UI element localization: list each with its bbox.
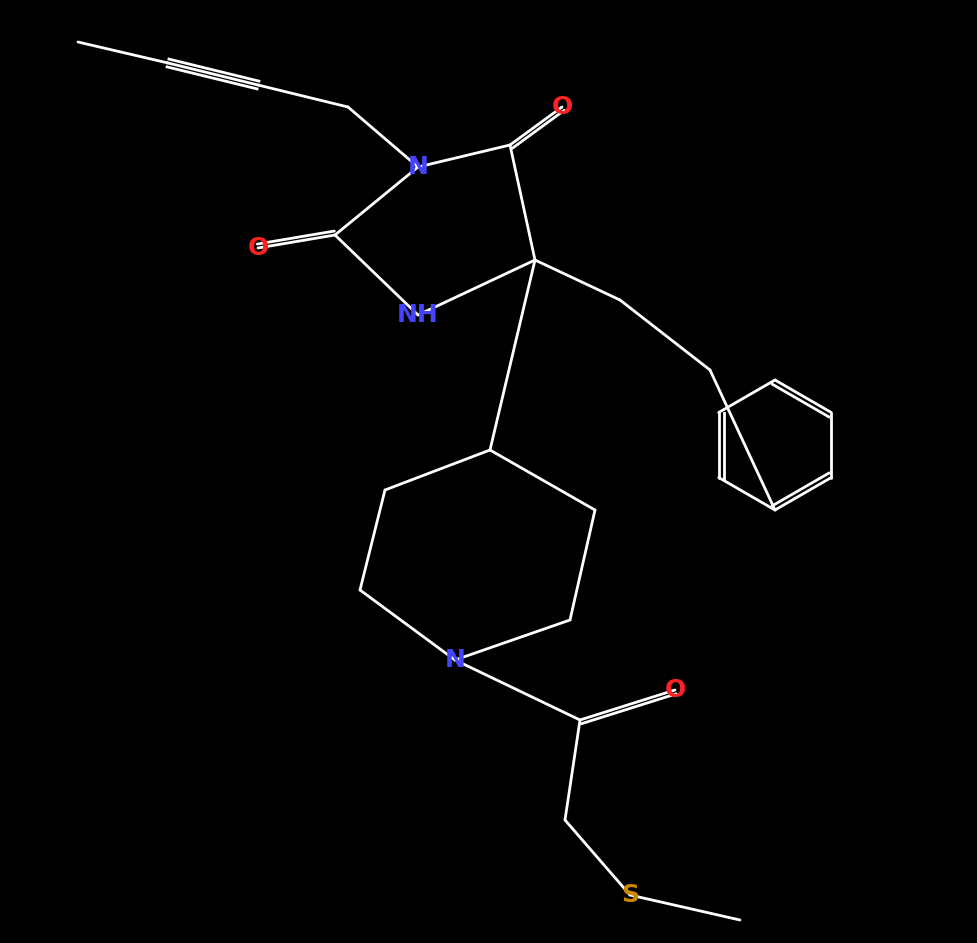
Text: O: O bbox=[663, 678, 685, 702]
Text: S: S bbox=[620, 883, 638, 907]
Text: N: N bbox=[445, 648, 465, 672]
Text: N: N bbox=[407, 155, 428, 179]
Text: O: O bbox=[551, 95, 573, 119]
Text: O: O bbox=[247, 236, 269, 260]
Text: NH: NH bbox=[397, 303, 439, 327]
